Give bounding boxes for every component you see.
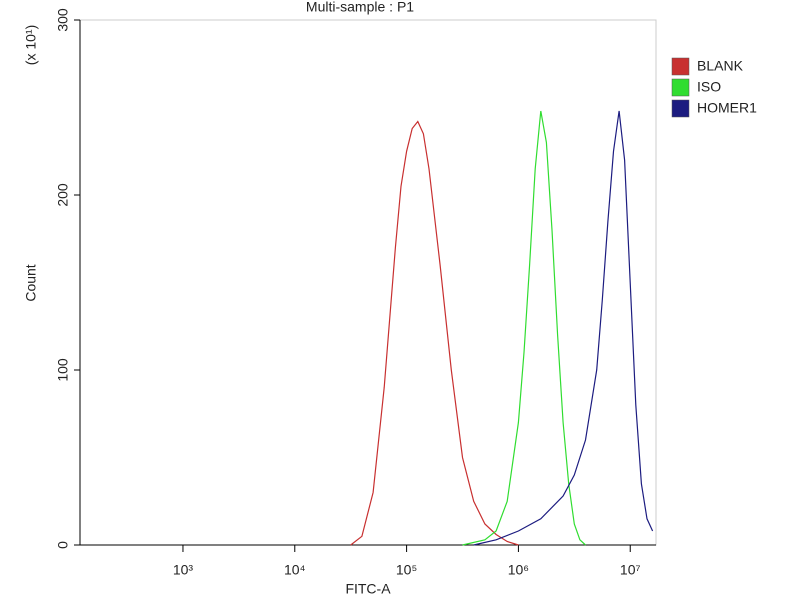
legend-label: BLANK [697,58,744,74]
x-tick-label: 10⁷ [620,562,641,578]
legend-label: ISO [697,79,721,95]
legend-label: HOMER1 [697,100,757,116]
x-tick-label: 10⁶ [508,562,529,578]
legend-swatch [671,57,690,76]
y-tick-label: 300 [55,8,71,32]
x-tick-label: 10⁵ [396,562,417,578]
y-multiplier: (x 10¹) [23,25,39,65]
x-axis-label: FITC-A [345,581,391,597]
legend-swatch [671,78,690,97]
y-tick-label: 100 [55,358,71,382]
x-tick-label: 10³ [173,562,194,578]
series-line [462,110,586,546]
legend-swatch [671,99,690,118]
series-line [473,110,654,546]
x-tick-label: 10⁴ [284,562,306,578]
y-tick-label: 200 [55,183,71,207]
chart-title: Multi-sample : P1 [306,0,414,15]
y-tick-label: 0 [55,541,71,549]
plot-frame [79,19,657,546]
y-axis-label: Count [23,264,39,301]
series-line [350,120,519,546]
